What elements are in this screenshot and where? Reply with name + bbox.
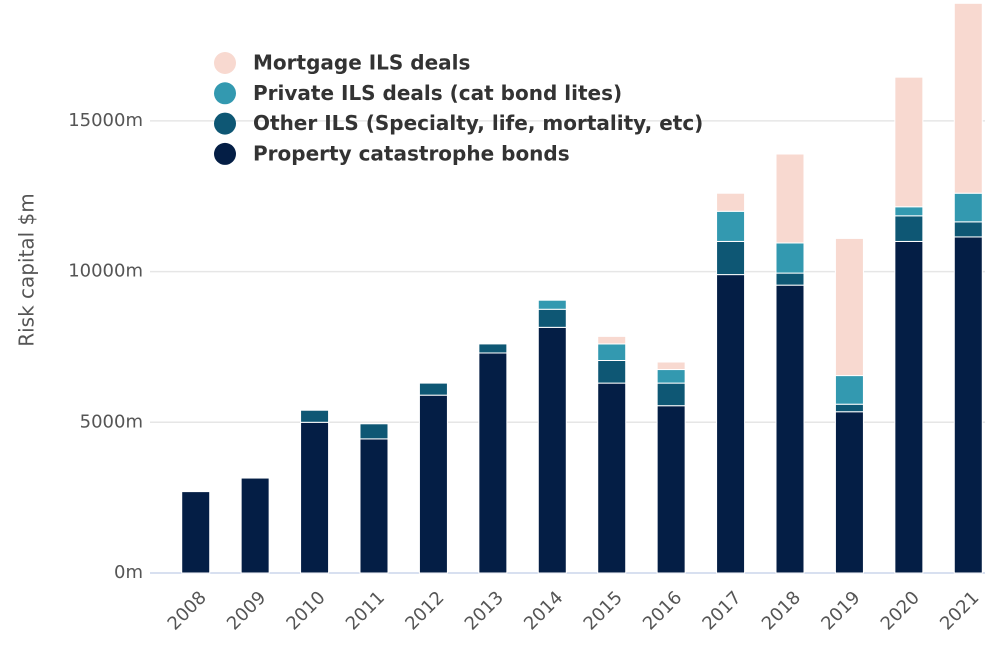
bar-segment: [894, 240, 924, 574]
bar-segment: [537, 299, 567, 310]
legend-marker: [214, 112, 236, 135]
bar-segment: [894, 215, 924, 242]
x-tick-label: 2010: [282, 587, 329, 634]
x-tick-label: 2017: [698, 587, 745, 634]
bar-segment: [894, 76, 924, 208]
bar-segment: [775, 153, 805, 244]
bar-segment: [716, 240, 746, 276]
y-tick-label: 0m: [114, 562, 143, 583]
bar-segment: [775, 272, 805, 286]
bar-segment: [834, 237, 864, 377]
bar-segment: [656, 361, 686, 371]
legend-text: Mortgage ILS deals: [253, 51, 470, 75]
legend-marker: [214, 52, 236, 74]
legend-text: Private ILS deals (cat bond lites): [253, 81, 622, 105]
legend-text: Property catastrophe bonds: [253, 141, 570, 165]
bar-segment: [478, 352, 508, 574]
bar-segment: [597, 359, 627, 384]
bar-segment: [359, 423, 389, 440]
bar-segment: [656, 369, 686, 384]
x-tick-label: 2008: [164, 587, 211, 634]
x-tick-label: 2018: [758, 587, 805, 634]
bar-segment: [953, 192, 983, 223]
x-tick-label: 2009: [223, 587, 270, 634]
bar-segment: [775, 242, 805, 274]
x-tick-label: 2013: [461, 587, 508, 634]
bar-segment: [478, 343, 508, 354]
bar-segment: [537, 326, 567, 574]
bar-segment: [300, 409, 330, 423]
bar-segment: [418, 382, 448, 396]
bar-segment: [240, 477, 270, 574]
bar-segment: [834, 375, 864, 405]
y-tick-label: 15000m: [68, 110, 143, 131]
bar-segment: [597, 335, 627, 345]
bar-segment: [418, 394, 448, 574]
bar-segment: [597, 343, 627, 361]
x-tick-label: 2015: [580, 587, 627, 634]
y-tick-label: 10000m: [68, 261, 143, 282]
bar-segment: [834, 403, 864, 413]
bar-segment: [834, 411, 864, 574]
x-tick-label: 2016: [639, 587, 686, 634]
bar-segment: [656, 382, 686, 407]
y-axis-label: Risk capital $m: [15, 193, 39, 347]
x-tick-label: 2012: [401, 587, 448, 634]
legend-marker: [214, 142, 236, 165]
bar-segment: [953, 2, 983, 194]
bar-segment: [537, 308, 567, 328]
bar-segment: [953, 221, 983, 238]
bar-segment: [953, 236, 983, 574]
x-tick-label: 2020: [877, 587, 924, 634]
x-tick-label: 2021: [936, 587, 983, 634]
bar-segment: [181, 491, 211, 574]
bar-segment: [716, 274, 746, 574]
legend-marker: [214, 82, 236, 105]
bar-segment: [656, 405, 686, 574]
bar-segment: [597, 382, 627, 574]
bar-segment: [359, 438, 389, 574]
y-tick-label: 5000m: [80, 411, 143, 432]
bar-segment: [716, 210, 746, 242]
bar-segment: [775, 284, 805, 574]
bar-segment: [300, 421, 330, 574]
bar-segment: [716, 192, 746, 212]
x-tick-label: 2014: [520, 587, 567, 634]
bar-segment: [894, 206, 924, 217]
x-tick-label: 2019: [817, 587, 864, 634]
x-tick-label: 2011: [342, 587, 389, 634]
legend-text: Other ILS (Specialty, life, mortality, e…: [253, 111, 703, 135]
